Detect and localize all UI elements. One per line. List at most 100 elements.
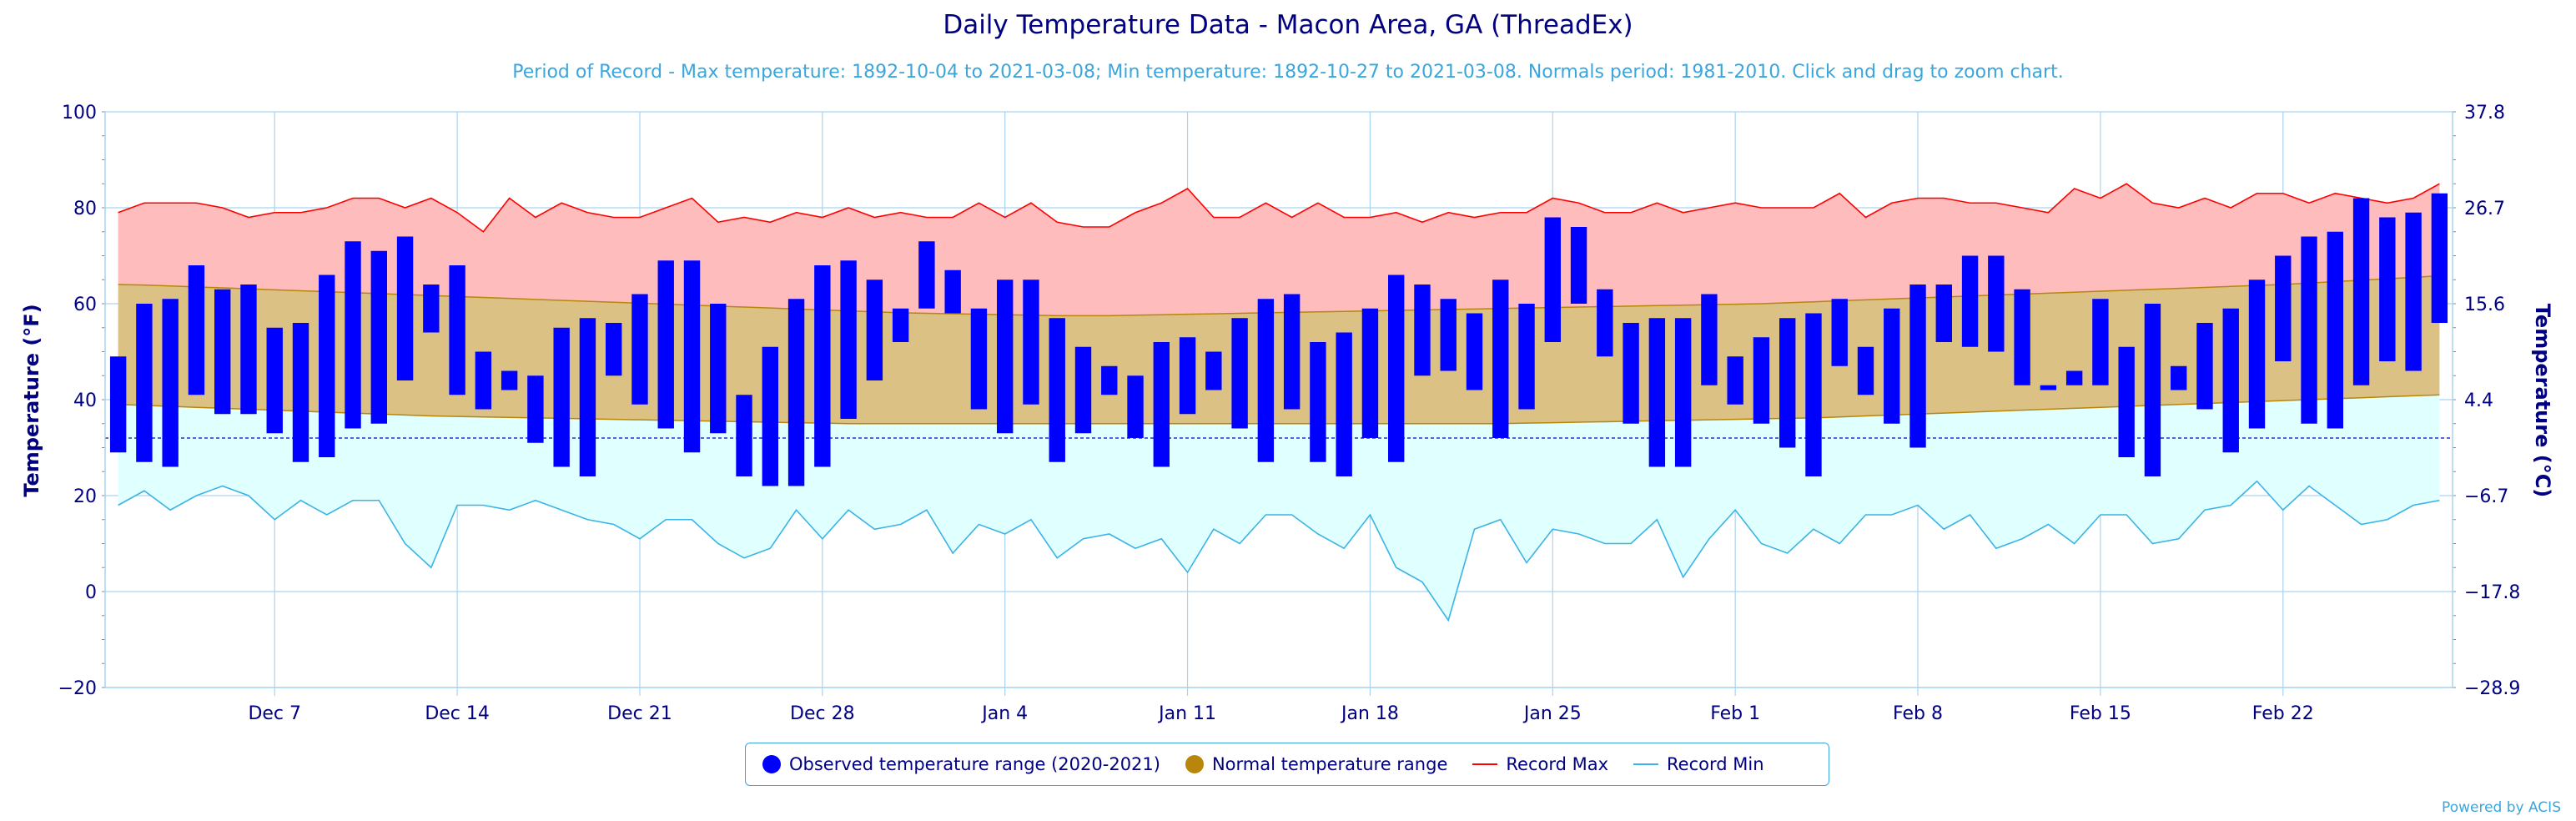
- observed-temperature-bar[interactable]: [188, 265, 205, 395]
- observed-temperature-bar[interactable]: [527, 375, 544, 443]
- observed-temperature-bar[interactable]: [109, 356, 127, 453]
- observed-temperature-bar[interactable]: [370, 250, 387, 424]
- observed-temperature-bar[interactable]: [319, 275, 335, 458]
- observed-temperature-bar[interactable]: [162, 299, 179, 467]
- observed-temperature-bar[interactable]: [1205, 351, 1222, 390]
- observed-temperature-bar[interactable]: [1805, 313, 1822, 477]
- observed-temperature-bar[interactable]: [970, 308, 988, 410]
- observed-temperature-bar[interactable]: [2248, 280, 2266, 429]
- observed-temperature-bar[interactable]: [1779, 318, 1796, 448]
- observed-temperature-bar[interactable]: [2352, 198, 2370, 385]
- observed-temperature-bar[interactable]: [1257, 299, 1275, 462]
- observed-temperature-bar[interactable]: [2405, 212, 2422, 371]
- observed-temperature-bar[interactable]: [997, 280, 1014, 434]
- observed-temperature-bar[interactable]: [1623, 323, 1639, 424]
- observed-temperature-bar[interactable]: [1127, 375, 1144, 438]
- observed-temperature-bar[interactable]: [1283, 294, 1301, 410]
- observed-temperature-bar[interactable]: [1988, 255, 2005, 352]
- observed-temperature-bar[interactable]: [1570, 227, 1587, 304]
- observed-temperature-bar[interactable]: [449, 265, 465, 395]
- observed-temperature-bar[interactable]: [1153, 342, 1170, 467]
- legend-item-observed[interactable]: Observed temperature range (2020-2021): [762, 754, 1160, 774]
- observed-temperature-bar[interactable]: [2301, 236, 2317, 424]
- observed-temperature-bar[interactable]: [1414, 285, 1431, 376]
- observed-temperature-bar[interactable]: [1101, 365, 1118, 395]
- observed-temperature-bar[interactable]: [1884, 308, 1900, 424]
- observed-temperature-bar[interactable]: [2040, 385, 2057, 390]
- observed-temperature-bar[interactable]: [1935, 285, 1952, 342]
- observed-temperature-bar[interactable]: [1440, 299, 1457, 371]
- observed-temperature-bar[interactable]: [423, 285, 440, 333]
- observed-temperature-bar[interactable]: [1544, 217, 1561, 343]
- observed-temperature-bar[interactable]: [1857, 346, 1874, 395]
- observed-temperature-bar[interactable]: [657, 260, 674, 429]
- observed-temperature-bar[interactable]: [501, 370, 518, 390]
- observed-temperature-bar[interactable]: [2118, 346, 2135, 457]
- observed-temperature-bar[interactable]: [553, 327, 570, 467]
- observed-temperature-bar[interactable]: [136, 304, 153, 462]
- observed-temperature-bar[interactable]: [345, 241, 361, 429]
- observed-temperature-bar[interactable]: [866, 280, 883, 380]
- observed-temperature-bar[interactable]: [240, 285, 257, 415]
- observed-temperature-bar[interactable]: [1074, 346, 1092, 434]
- observed-temperature-bar[interactable]: [214, 289, 231, 415]
- observed-temperature-bar[interactable]: [787, 299, 805, 486]
- observed-temperature-bar[interactable]: [814, 265, 831, 467]
- observed-temperature-bar[interactable]: [2065, 370, 2083, 385]
- observed-temperature-bar[interactable]: [736, 395, 752, 476]
- observed-temperature-bar[interactable]: [396, 236, 414, 381]
- observed-temperature-bar[interactable]: [475, 351, 492, 410]
- observed-temperature-bar[interactable]: [2222, 308, 2239, 453]
- observed-temperature-bar[interactable]: [1961, 255, 1979, 347]
- observed-temperature-bar[interactable]: [631, 294, 648, 405]
- observed-temperature-bar[interactable]: [1674, 318, 1692, 467]
- observed-temperature-bar[interactable]: [2092, 299, 2109, 385]
- observed-temperature-bar[interactable]: [1049, 318, 1065, 462]
- observed-temperature-bar[interactable]: [1753, 337, 1770, 424]
- observed-temperature-bar[interactable]: [840, 260, 857, 419]
- observed-temperature-bar[interactable]: [2144, 304, 2161, 476]
- observed-temperature-bar[interactable]: [1701, 294, 1718, 385]
- legend-item-record-min[interactable]: Record Min: [1633, 754, 1764, 774]
- observed-temperature-bar[interactable]: [1336, 332, 1352, 477]
- observed-temperature-bar[interactable]: [683, 260, 701, 453]
- observed-temperature-bar[interactable]: [918, 241, 935, 309]
- observed-temperature-bar[interactable]: [1648, 318, 1666, 467]
- observed-temperature-bar[interactable]: [2014, 289, 2030, 385]
- observed-temperature-bar[interactable]: [1727, 356, 1743, 405]
- observed-temperature-bar[interactable]: [1597, 289, 1613, 357]
- observed-temperature-bar[interactable]: [710, 304, 727, 434]
- observed-temperature-bar[interactable]: [606, 323, 622, 376]
- observed-temperature-bar[interactable]: [892, 308, 909, 342]
- observed-temperature-bar[interactable]: [1518, 304, 1535, 410]
- observed-temperature-bar[interactable]: [762, 346, 778, 486]
- observed-temperature-bar[interactable]: [1492, 280, 1509, 438]
- observed-temperature-bar[interactable]: [1388, 275, 1405, 462]
- observed-temperature-bar[interactable]: [266, 327, 283, 434]
- observed-temperature-bar[interactable]: [2275, 255, 2292, 362]
- credits-link[interactable]: Powered by ACIS: [2442, 799, 2561, 816]
- observed-temperature-bar[interactable]: [579, 318, 596, 476]
- observed-temperature-bar[interactable]: [1310, 342, 1326, 462]
- observed-temperature-bar[interactable]: [2431, 193, 2448, 323]
- observed-temperature-bar[interactable]: [1023, 280, 1039, 405]
- legend-item-record-max[interactable]: Record Max: [1472, 754, 1608, 774]
- x-tick-label: Feb 1: [1710, 703, 1760, 724]
- observed-temperature-bar[interactable]: [1831, 299, 1848, 366]
- y-tick-label-left: −20: [58, 678, 97, 699]
- observed-temperature-bar[interactable]: [292, 323, 309, 462]
- legend-item-normal[interactable]: Normal temperature range: [1185, 754, 1447, 774]
- observed-temperature-bar[interactable]: [2171, 365, 2187, 390]
- observed-temperature-bar[interactable]: [1361, 308, 1379, 438]
- observed-temperature-bar[interactable]: [1231, 318, 1248, 429]
- observed-temperature-bar[interactable]: [2196, 323, 2213, 410]
- x-tick-label: Jan 18: [1340, 703, 1399, 724]
- observed-temperature-bar[interactable]: [1179, 337, 1196, 415]
- observed-bars[interactable]: [109, 193, 2448, 486]
- observed-temperature-bar[interactable]: [944, 269, 961, 314]
- observed-temperature-bar[interactable]: [2327, 231, 2343, 429]
- observed-temperature-bar[interactable]: [2379, 217, 2396, 362]
- observed-temperature-bar[interactable]: [1466, 313, 1483, 390]
- observed-temperature-bar[interactable]: [1909, 285, 1926, 448]
